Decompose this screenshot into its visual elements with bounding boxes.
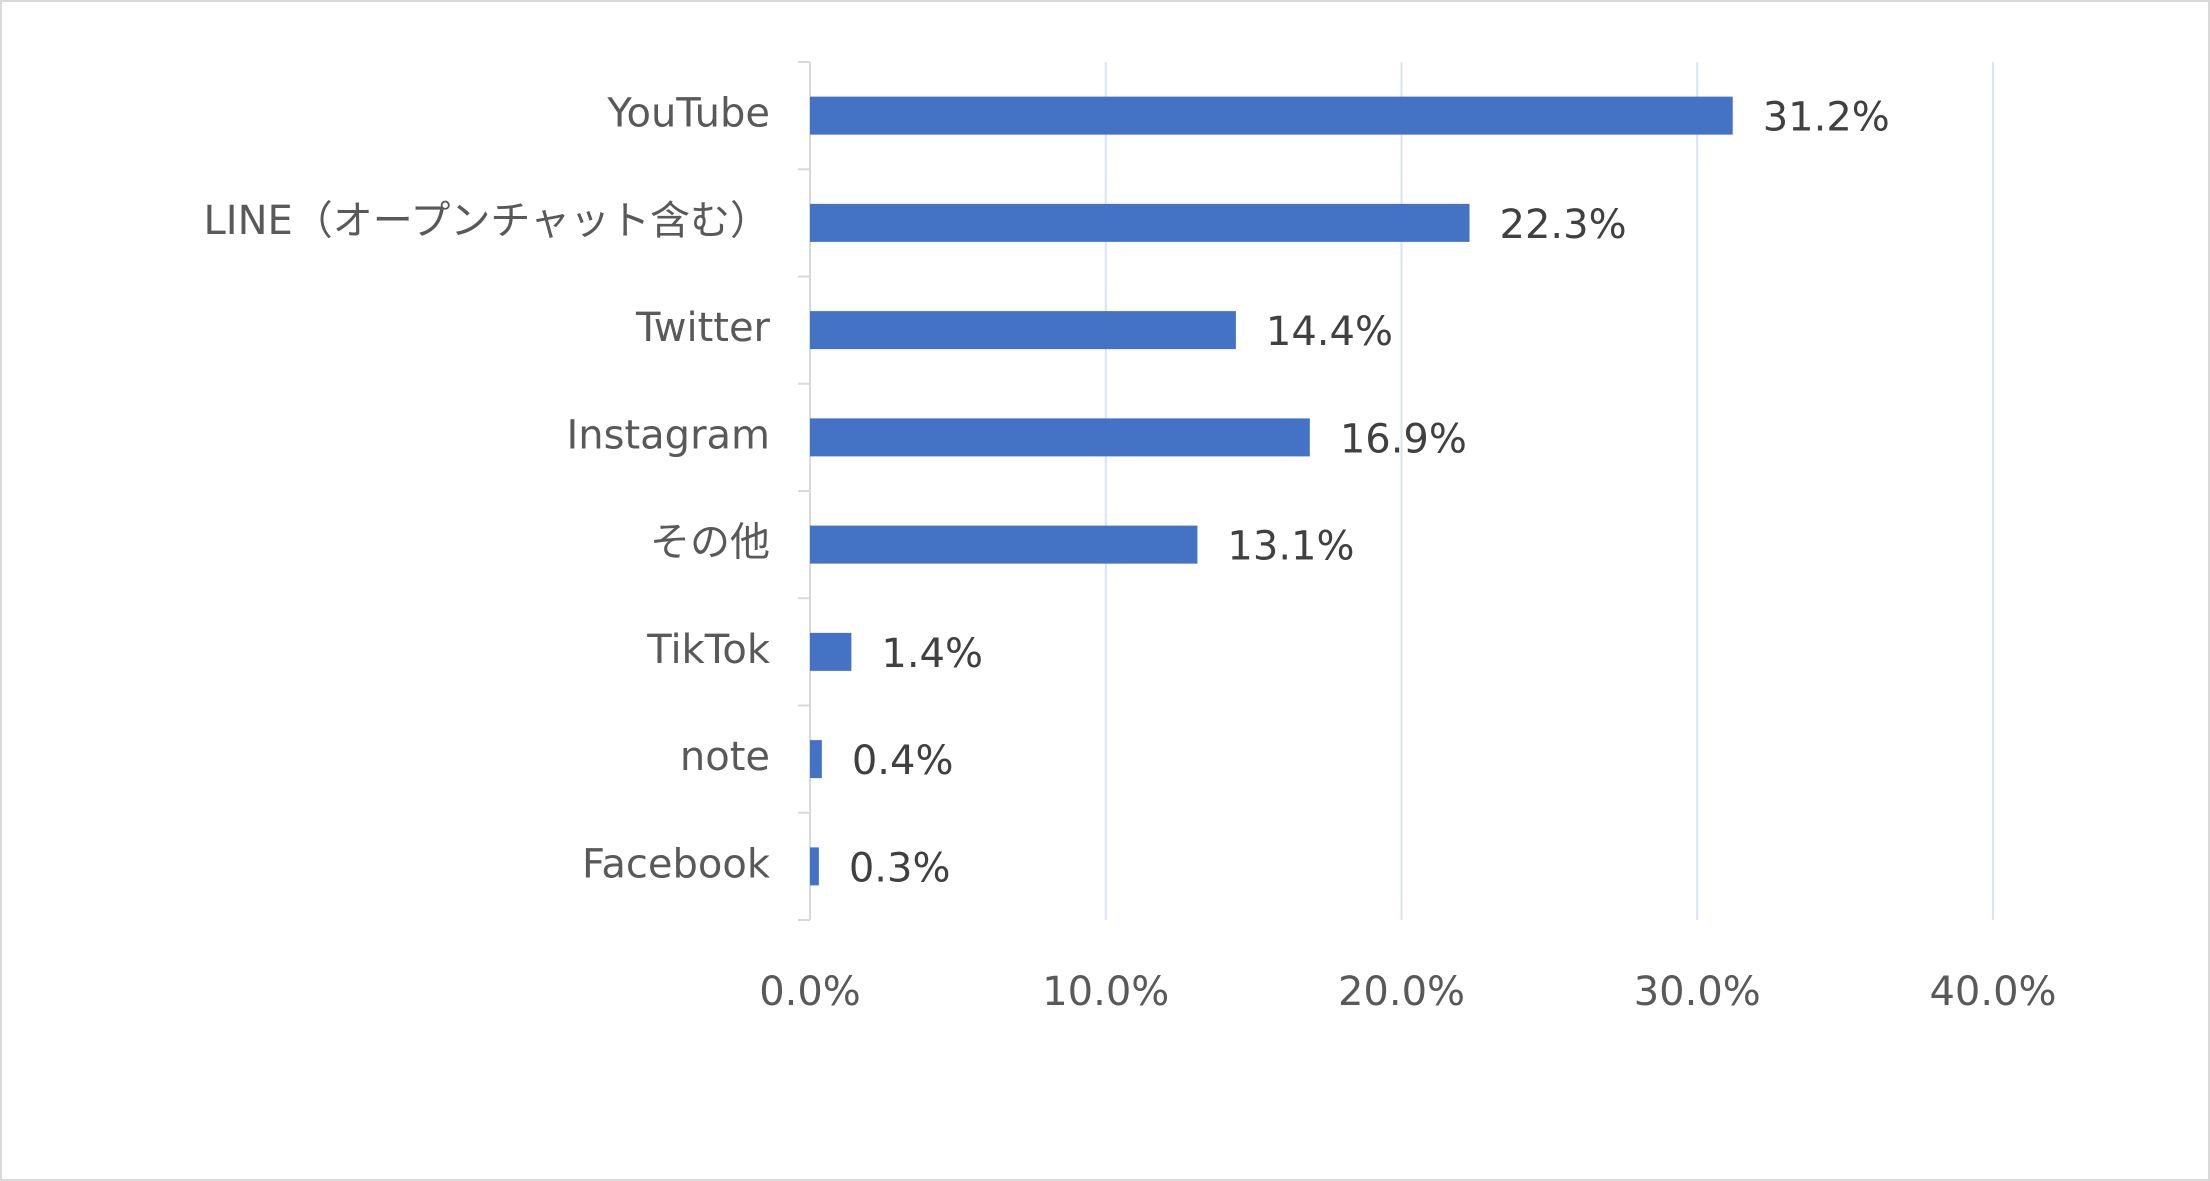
x-tick-labels: 0.0% 10.0% 20.0% 30.0% 40.0% (759, 969, 2056, 1015)
data-label: 14.4% (1266, 309, 1393, 355)
data-label: 13.1% (1227, 524, 1354, 570)
bar (810, 740, 822, 779)
data-labels: 31.2% 22.3% 14.4% 16.9% 13.1% 1.4% 0.4% 0.3% (849, 95, 1890, 892)
category-label: YouTube (606, 91, 770, 137)
category-axis (798, 61, 811, 921)
category-label: その他 (650, 520, 770, 566)
bar (810, 847, 819, 886)
x-tick-label: 20.0% (1338, 969, 1465, 1015)
data-label: 22.3% (1500, 202, 1627, 248)
gridlines (1104, 62, 1994, 920)
data-label: 0.3% (849, 845, 951, 891)
bars (810, 96, 1733, 886)
bar (810, 96, 1733, 135)
category-label: TikTok (646, 627, 771, 673)
bar (810, 632, 852, 671)
data-label: 1.4% (881, 631, 983, 677)
bar (810, 311, 1236, 350)
x-tick-label: 30.0% (1634, 969, 1761, 1015)
category-label: note (680, 734, 770, 780)
data-label: 31.2% (1763, 95, 1890, 141)
data-label: 0.4% (852, 738, 954, 784)
category-label: Twitter (635, 305, 771, 351)
category-label: Instagram (567, 412, 771, 458)
category-label: LINE（オープンチャット含む） (204, 198, 770, 244)
x-tick-label: 10.0% (1042, 969, 1169, 1015)
data-label: 16.9% (1340, 416, 1467, 462)
bar (810, 525, 1198, 564)
x-tick-label: 0.0% (759, 969, 861, 1015)
category-labels: YouTube LINE（オープンチャット含む） Twitter Instagram そ… (204, 91, 771, 888)
category-label: Facebook (582, 841, 771, 887)
bar (810, 203, 1470, 242)
bar (810, 418, 1310, 457)
x-tick-label: 40.0% (1929, 969, 2056, 1015)
